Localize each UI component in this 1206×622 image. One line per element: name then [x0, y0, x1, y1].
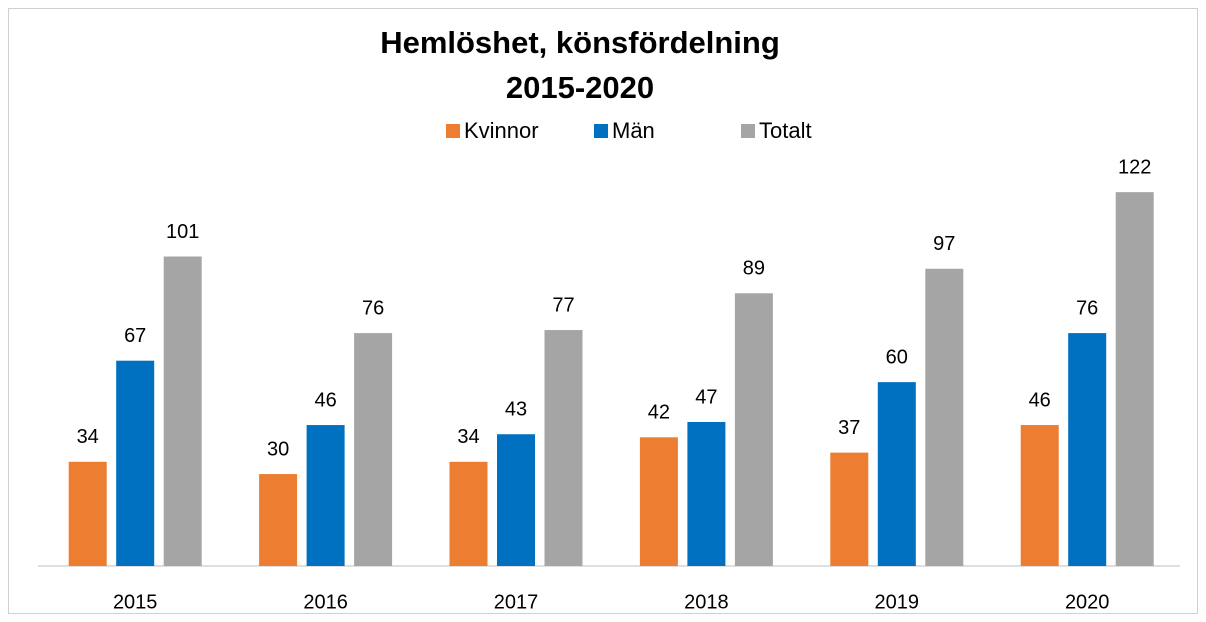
- data-label: 60: [886, 346, 908, 368]
- data-label: 34: [457, 426, 479, 448]
- legend-swatch: [594, 124, 608, 138]
- data-label: 67: [124, 325, 146, 347]
- bar: [1020, 425, 1059, 566]
- x-tick-label: 2019: [875, 591, 920, 613]
- data-label: 101: [166, 221, 199, 243]
- bar: [449, 461, 488, 566]
- bar: [497, 434, 535, 566]
- x-tick-label: 2016: [303, 591, 348, 613]
- bar: [306, 425, 345, 566]
- x-tick-label: 2020: [1065, 591, 1110, 613]
- legend-swatch: [446, 124, 460, 138]
- chart-border: [8, 8, 1198, 614]
- data-label: 34: [77, 426, 99, 448]
- data-label: 47: [695, 386, 717, 408]
- bar: [116, 360, 155, 566]
- data-label: 76: [1076, 297, 1098, 319]
- data-label: 122: [1118, 156, 1151, 178]
- x-tick-label: 2017: [494, 591, 539, 613]
- bar: [1068, 333, 1107, 566]
- bar: [877, 382, 916, 566]
- bar: [544, 330, 583, 566]
- data-label: 97: [933, 233, 955, 255]
- bar: [734, 293, 773, 566]
- chart-title: Hemlöshet, könsfördelning: [380, 25, 780, 60]
- data-label: 46: [314, 389, 336, 411]
- bar: [830, 452, 869, 566]
- bar: [639, 437, 678, 566]
- bar: [1115, 192, 1154, 566]
- legend-label: Män: [612, 118, 655, 143]
- data-label: 42: [648, 402, 670, 424]
- bar: [68, 461, 107, 566]
- x-tick-label: 2018: [684, 591, 729, 613]
- legend-label: Kvinnor: [464, 118, 539, 143]
- chart-title: 2015-2020: [506, 70, 654, 105]
- data-label: 76: [362, 297, 384, 319]
- data-label: 30: [267, 438, 289, 460]
- bar: [687, 421, 726, 566]
- legend-label: Totalt: [759, 118, 812, 143]
- bar: [259, 474, 298, 566]
- data-label: 43: [505, 399, 527, 421]
- data-label: 46: [1029, 389, 1051, 411]
- data-label: 89: [743, 258, 765, 280]
- bar: [925, 268, 964, 566]
- bar: [354, 333, 393, 566]
- x-tick-label: 2015: [113, 591, 158, 613]
- bar: [163, 256, 202, 566]
- data-label: 77: [552, 294, 574, 316]
- legend-swatch: [741, 124, 755, 138]
- data-label: 37: [838, 417, 860, 439]
